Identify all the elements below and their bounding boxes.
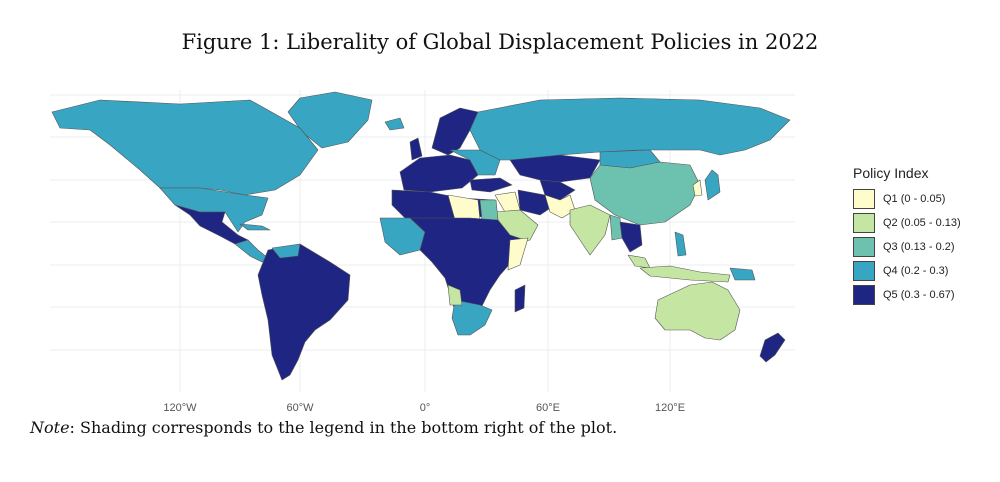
region-png [729, 267, 756, 281]
legend-swatch [853, 189, 875, 209]
figure-title: Figure 1: Liberality of Global Displacem… [181, 30, 819, 54]
legend-item-q1: Q1 (0 - 0.05) [853, 187, 961, 211]
region-central-asia [539, 179, 576, 201]
region-indonesia [639, 265, 731, 283]
figure-note: Note: Shading corresponds to the legend … [30, 418, 617, 437]
region-southern-africa [451, 299, 493, 336]
legend-item-q4: Q4 (0.2 - 0.3) [853, 259, 961, 283]
region-myanmar [609, 214, 623, 241]
region-india [569, 204, 611, 256]
x-tick-label: 60°E [536, 402, 560, 414]
region-japan [704, 169, 721, 201]
legend-label: Q1 (0 - 0.05) [883, 193, 946, 205]
legend-swatch [853, 237, 875, 257]
legend-swatch [853, 261, 875, 281]
region-russia [469, 97, 791, 161]
legend-title: Policy Index [853, 165, 929, 181]
region-philippines [674, 231, 687, 257]
region-namibia [447, 284, 463, 306]
region-egypt [479, 199, 499, 221]
region-south-america [257, 243, 351, 381]
x-tick-label: 0° [419, 402, 431, 414]
x-tick-label: 120°E [654, 402, 686, 414]
region-korea [692, 179, 703, 197]
region-malaysia [627, 254, 651, 269]
legend: Policy Index Q1 (0 - 0.05) Q2 (0.05 - 0.… [853, 165, 961, 307]
legend-label: Q5 (0.3 - 0.67) [883, 289, 955, 301]
region-somalia [507, 237, 529, 271]
x-tick-label: 120°W [163, 402, 197, 414]
legend-label: Q2 (0.05 - 0.13) [883, 217, 961, 229]
region-uk [409, 137, 423, 161]
region-indochina [619, 221, 643, 253]
region-cuba [239, 223, 271, 231]
region-venezuela [271, 243, 301, 259]
legend-swatch [853, 285, 875, 305]
legend-label: Q4 (0.2 - 0.3) [883, 265, 949, 277]
legend-item-q3: Q3 (0.13 - 0.2) [853, 235, 961, 259]
region-australia [654, 281, 741, 341]
region-turkey [469, 177, 513, 193]
note-text: : Shading corresponds to the legend in t… [69, 418, 618, 437]
legend-item-q5: Q5 (0.3 - 0.67) [853, 283, 961, 307]
region-new-zealand [759, 332, 786, 363]
region-kazakhstan [509, 154, 601, 183]
legend-label: Q3 (0.13 - 0.2) [883, 241, 955, 253]
x-tick-label: 60°W [286, 402, 314, 414]
region-iceland [384, 117, 405, 131]
region-alaska-canada [51, 99, 319, 196]
region-madagascar [514, 284, 526, 313]
region-greenland [287, 91, 373, 149]
region-western-europe [399, 154, 479, 193]
legend-swatch [853, 213, 875, 233]
legend-item-q2: Q2 (0.05 - 0.13) [853, 211, 961, 235]
region-central-america [234, 239, 269, 263]
note-prefix: Note [30, 418, 70, 437]
region-levant [494, 191, 521, 213]
